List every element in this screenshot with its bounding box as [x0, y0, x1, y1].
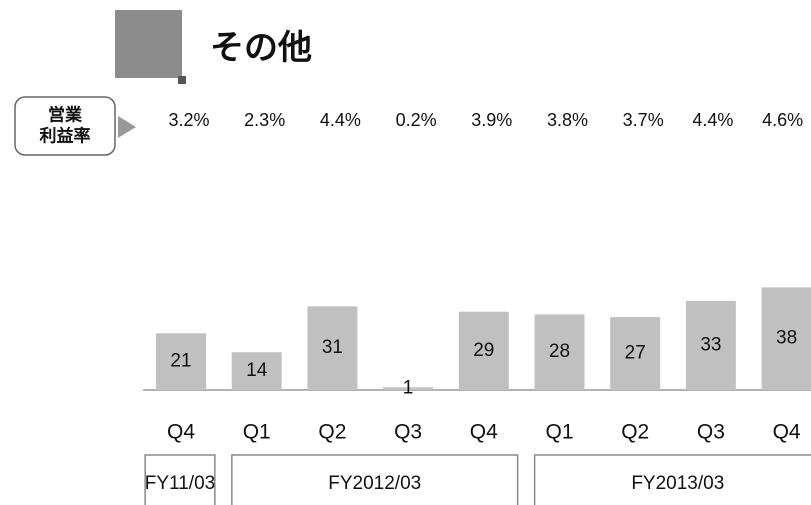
bar [231, 352, 282, 390]
data-label: 27 [625, 343, 646, 364]
margin-label: 4.4% [692, 110, 733, 130]
margin-label: 0.2% [396, 110, 437, 130]
data-label: 21 [170, 351, 191, 372]
margin-label: 3.7% [623, 110, 664, 130]
title-icon [115, 10, 182, 78]
bar [685, 300, 736, 390]
margin-label: 4.6% [762, 110, 803, 130]
bar [156, 333, 206, 390]
x-tick-label: Q1 [545, 421, 573, 444]
bar [534, 314, 585, 390]
x-tick-label: Q3 [394, 421, 422, 444]
title-icon-corner [178, 76, 186, 84]
bar [761, 287, 811, 390]
margin-label: 3.8% [547, 110, 588, 130]
bar [307, 306, 358, 390]
data-label: 33 [700, 334, 721, 355]
data-label: 29 [473, 340, 494, 361]
x-tick-label: Q4 [167, 421, 195, 444]
badge-label: 利益率 [40, 125, 91, 145]
margin-label: 2.3% [244, 110, 285, 130]
x-tick-label: Q4 [470, 421, 498, 444]
x-tick-label: Q2 [318, 421, 346, 444]
margin-label: 4.4% [320, 110, 361, 130]
data-label: 1 [403, 378, 414, 399]
bar [383, 387, 434, 390]
year-label: FY2012/03 [328, 473, 421, 494]
data-label: 38 [776, 328, 797, 349]
chart-title: その他 [210, 29, 312, 67]
margin-badge [14, 96, 116, 156]
x-tick-label: Q2 [621, 421, 649, 444]
x-tick-label: Q3 [697, 421, 725, 444]
year-label: FY11/03 [145, 473, 215, 494]
x-tick-label: Q1 [243, 421, 271, 444]
data-label: 31 [322, 337, 343, 358]
year-label: FY2013/03 [631, 473, 724, 494]
data-label: 14 [246, 360, 268, 381]
bar [610, 317, 661, 390]
data-label: 28 [549, 341, 570, 362]
margin-label: 3.2% [168, 110, 209, 130]
badge-arrow [118, 116, 136, 138]
year-bracket [144, 454, 216, 505]
bar [458, 311, 509, 390]
x-tick-label: Q4 [773, 421, 801, 444]
margin-label: 3.9% [471, 110, 512, 130]
year-bracket [231, 454, 519, 505]
year-bracket [533, 454, 811, 505]
badge-label: 営業 [48, 104, 82, 124]
